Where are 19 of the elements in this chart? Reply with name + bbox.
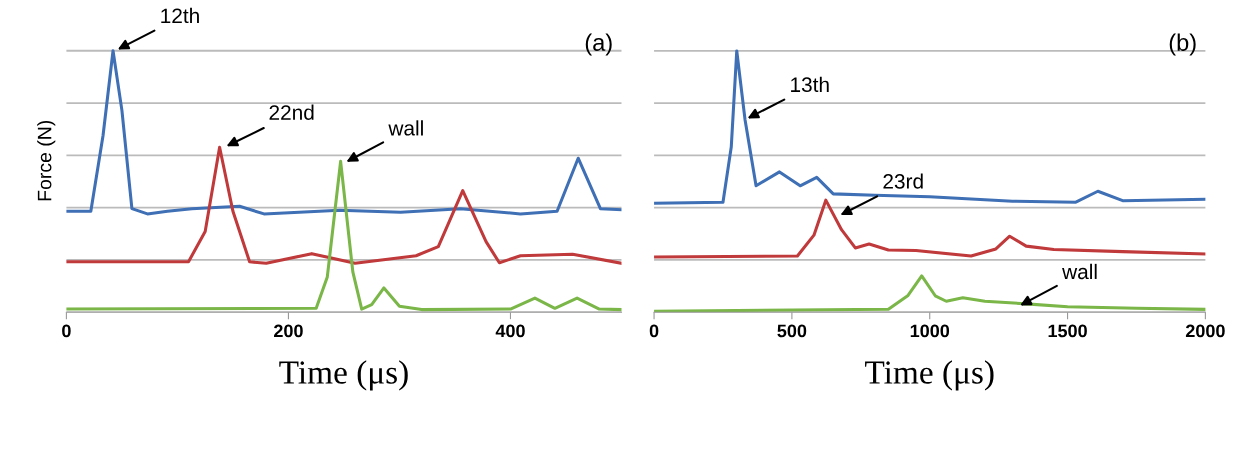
x-tick-label: 1500 [1048,324,1087,338]
x-tick-label: 2000 [1185,324,1225,338]
annotation: 23rd [883,173,923,189]
annotation: (a) [585,33,612,56]
x-axis-title: Time (μs) [279,360,408,391]
x-tick-label: 0 [649,324,659,338]
x-axis-title: Time (μs) [865,360,994,391]
x-tick-label: 0 [62,324,71,338]
x-tick-label: 1000 [910,324,950,338]
annotation: wall [388,120,423,136]
annotation: wall [1062,263,1097,280]
annotation: (b) [1169,33,1196,56]
annotation: 12th [161,7,199,24]
y-axis-title: Force (N) [37,120,56,201]
x-tick-label: 200 [274,324,303,338]
x-tick-label: 500 [777,324,807,338]
annotation: 22nd [269,104,314,120]
annotation: 13th [791,76,829,93]
x-tick-label: 400 [495,324,525,338]
